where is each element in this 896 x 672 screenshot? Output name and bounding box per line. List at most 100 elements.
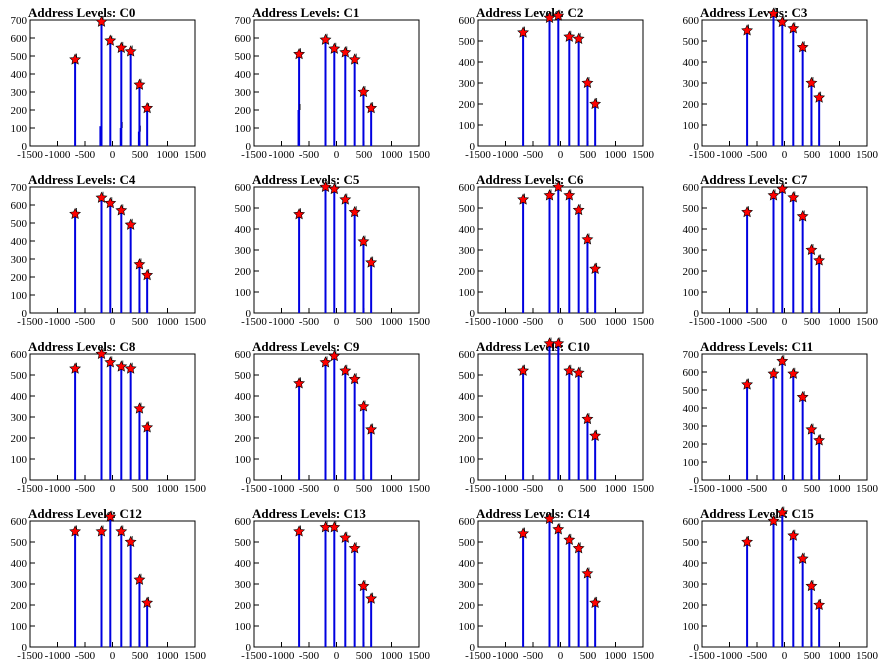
bar [772, 373, 775, 480]
y-tick-label: 200 [683, 266, 700, 278]
x-tick-label: -1000 [45, 650, 71, 662]
bar [362, 92, 365, 146]
y-tick-label: 100 [11, 454, 28, 466]
star-marker [776, 506, 789, 518]
y-tick-label: 400 [683, 558, 700, 570]
bar [370, 262, 373, 313]
y-tick-label: 100 [459, 454, 476, 466]
bar [146, 427, 149, 480]
bar [801, 47, 804, 146]
plot-frame [701, 353, 868, 481]
bar [129, 368, 132, 480]
y-tick-label: 0 [694, 308, 700, 320]
y-tick-label: 100 [683, 621, 700, 633]
bar [146, 275, 149, 313]
star-marker [293, 208, 306, 220]
x-tick-label: 1000 [381, 650, 404, 662]
bar [781, 512, 784, 647]
x-tick-label: 1000 [829, 483, 852, 495]
bar [594, 104, 597, 146]
x-tick-label: 1000 [829, 650, 852, 662]
y-tick-label: 500 [459, 537, 476, 549]
x-tick-label: 500 [356, 316, 373, 328]
bar [100, 531, 103, 647]
chart-panel-10: Address Levels: C10 0 100 200 300 400 500 600 -1… [459, 337, 655, 495]
star-marker [365, 101, 378, 114]
star-marker [124, 535, 137, 548]
star-marker [115, 204, 128, 216]
chart-title: Address Levels: C5 [252, 172, 360, 187]
x-tick-label: 0 [110, 149, 116, 161]
chart-panel-4: Address Levels: C4 0 100 200 300 400 500 600 700… [11, 172, 207, 328]
chart-panel-7: Address Levels: C7 0 100 200 300 400 500 600 -15… [683, 172, 879, 328]
bar [557, 529, 560, 647]
y-tick-label: 200 [235, 433, 252, 445]
y-tick-label: 300 [459, 412, 476, 424]
x-tick-label: 500 [356, 483, 373, 495]
y-tick-label: 0 [470, 475, 476, 487]
y-tick-label: 400 [459, 558, 476, 570]
y-tick-label: 300 [11, 87, 28, 99]
x-tick-label: 0 [110, 483, 116, 495]
chart-panel-3: Address Levels: C3 0 100 200 300 400 500 600 -15… [683, 5, 879, 161]
star-marker [813, 598, 826, 611]
star-marker [813, 434, 826, 446]
star-marker [365, 256, 378, 268]
x-tick-label: 1000 [381, 483, 404, 495]
x-tick-label: 500 [356, 650, 373, 662]
x-tick-label: -1500 [689, 316, 715, 328]
y-tick-label: 500 [459, 36, 476, 48]
bar [557, 15, 560, 146]
y-tick-label: 300 [683, 245, 700, 257]
y-tick-label: 500 [235, 51, 252, 63]
chart-title: Address Levels: C12 [28, 506, 142, 521]
y-tick-label: 600 [683, 182, 700, 194]
star-marker [813, 91, 826, 103]
x-tick-label: 0 [334, 483, 340, 495]
y-tick-label: 500 [683, 537, 700, 549]
x-tick-label: 500 [132, 149, 149, 161]
y-tick-label: 300 [683, 78, 700, 90]
y-tick-label: 400 [459, 57, 476, 69]
x-tick-label: 0 [558, 650, 564, 662]
chart-panel-11: Address Levels: C11 0 100 200 300 400 500 600 70… [683, 339, 879, 495]
y-tick-label: 400 [459, 391, 476, 403]
x-tick-label: 0 [334, 316, 340, 328]
star-marker [552, 523, 565, 535]
x-tick-label: -500 [299, 650, 320, 662]
plot-frame [701, 520, 868, 648]
x-tick-label: -500 [299, 483, 320, 495]
bar [557, 343, 560, 480]
x-tick-label: 500 [132, 650, 149, 662]
plot-frame [477, 186, 644, 314]
y-tick-label: 300 [459, 245, 476, 257]
x-tick-label: -500 [747, 149, 768, 161]
star-marker [365, 592, 378, 604]
y-tick-label: 100 [11, 290, 28, 302]
bar [801, 216, 804, 313]
x-tick-label: 1500 [408, 149, 431, 161]
y-tick-label: 300 [11, 254, 28, 266]
bar [120, 47, 123, 146]
bar [522, 370, 525, 480]
y-tick-label: 400 [11, 236, 28, 248]
bar [594, 435, 597, 480]
chart-title: Address Levels: C9 [252, 339, 360, 354]
bar [74, 214, 77, 313]
y-tick-label: 200 [459, 99, 476, 111]
y-tick-label: 500 [235, 370, 252, 382]
x-tick-label: 1500 [184, 316, 207, 328]
x-tick-label: -1500 [241, 149, 267, 161]
y-tick-label: 600 [459, 182, 476, 194]
star-marker [115, 41, 128, 53]
star-marker [589, 429, 602, 441]
x-tick-label: 1000 [157, 149, 180, 161]
y-tick-label: 600 [459, 516, 476, 528]
bar [120, 366, 123, 480]
y-tick-label: 200 [683, 99, 700, 111]
bar [568, 370, 571, 480]
y-tick-label: 500 [683, 203, 700, 215]
star-marker [581, 412, 594, 425]
y-tick-label: 600 [11, 349, 28, 361]
